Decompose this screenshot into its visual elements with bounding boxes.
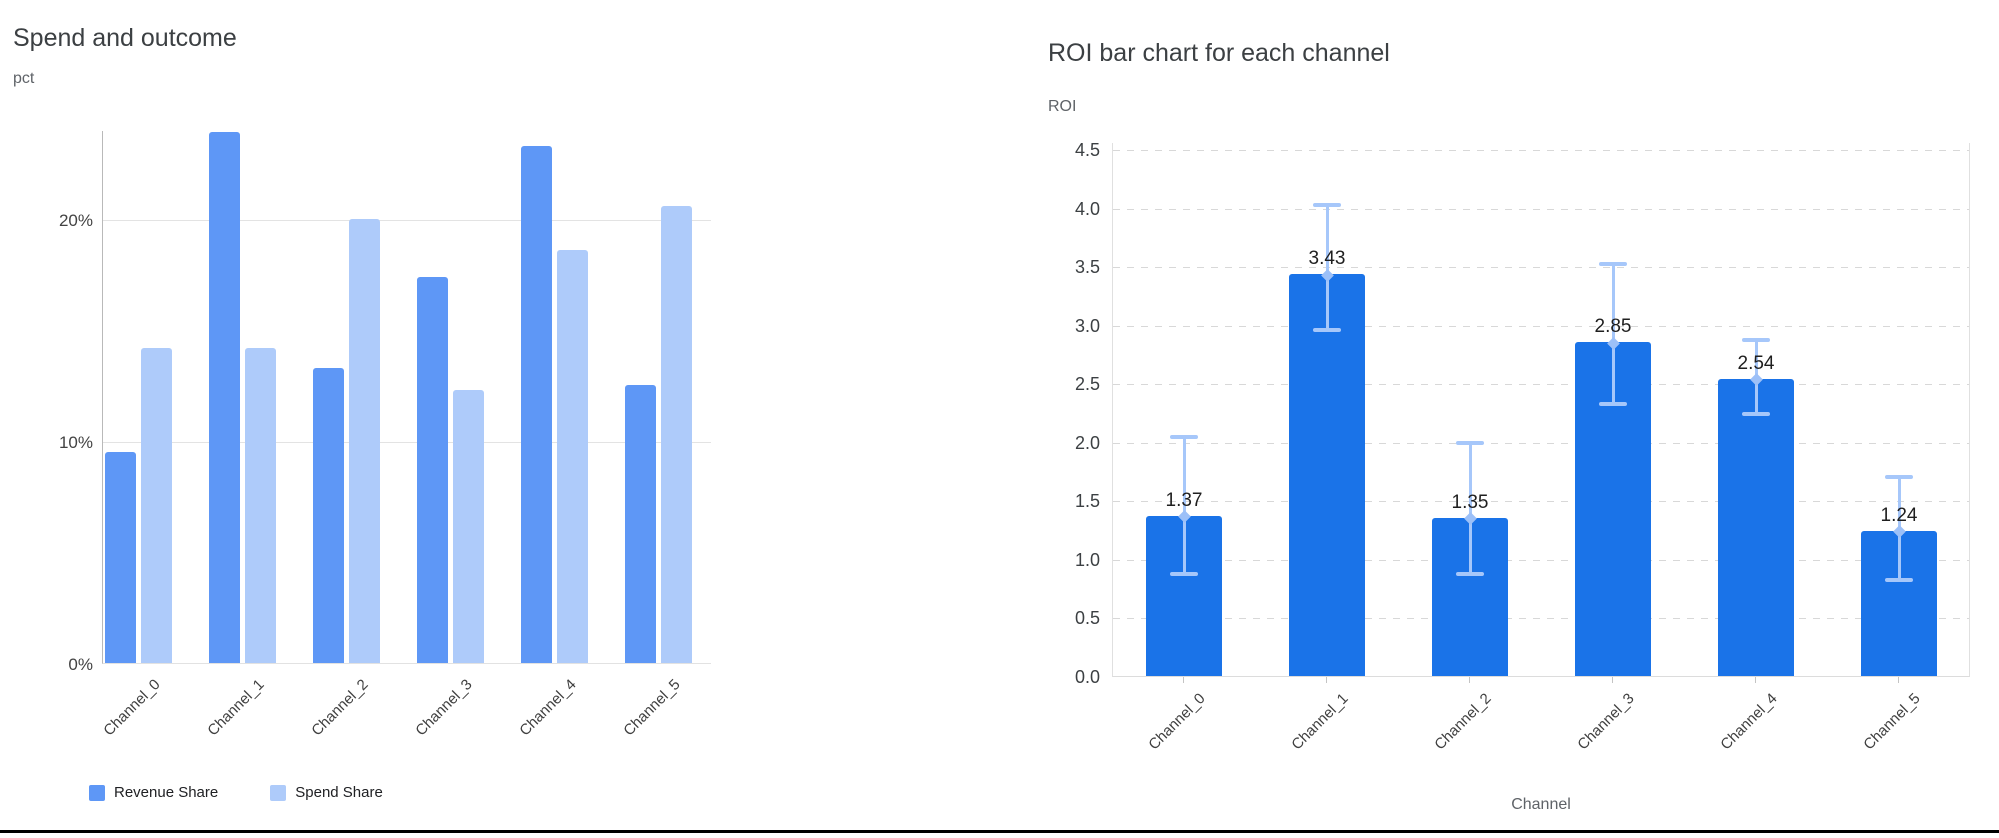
roi-bar-value-label-channel-0: 1.37	[1165, 489, 1203, 511]
left-chart-bar-spend-share-channel-1	[245, 347, 276, 663]
left-chart-gridline	[103, 219, 711, 221]
roi-error-bar-top-cap-channel-2	[1456, 440, 1484, 445]
roi-bar-value-label-channel-1: 3.43	[1308, 248, 1346, 270]
roi-error-bar-bottom-cap-channel-4	[1742, 411, 1770, 416]
roi-error-bar-top-cap-channel-4	[1742, 337, 1770, 342]
left-chart-bar-spend-share-channel-0	[141, 347, 172, 663]
roi-chart-x-tick-label: Channel_4	[1717, 690, 1782, 754]
roi-error-bar-top-cap-channel-0	[1170, 434, 1198, 439]
roi-chart-gridline	[1113, 618, 1969, 620]
roi-chart-gridline	[1113, 267, 1969, 269]
roi-bar-value-label-channel-4: 2.54	[1737, 352, 1775, 374]
roi-chart-x-tick	[1612, 677, 1613, 683]
left-chart-y-tick-label: 20%	[58, 211, 93, 230]
roi-error-bar-stem-channel-2	[1468, 442, 1472, 574]
roi-chart-x-tick	[1469, 677, 1470, 683]
roi-chart-y-tick-label: 4.0	[1074, 199, 1100, 219]
legend-item-spend-share: Spend Share	[270, 784, 383, 801]
roi-chart-gridline	[1113, 325, 1969, 327]
left-chart-bar-revenue-share-channel-5	[625, 385, 656, 663]
roi-chart-x-tick-label: Channel_1	[1288, 690, 1353, 754]
roi-chart-gridline	[1113, 501, 1969, 503]
left-chart-bar-revenue-share-channel-0	[105, 452, 136, 663]
roi-chart-x-tick-label: Channel_3	[1574, 690, 1639, 754]
roi-chart-gridline	[1113, 442, 1969, 444]
roi-chart-x-tick	[1183, 677, 1184, 683]
roi-chart-plot-area: 1.37 3.43 1.35 2.85 2.54 1.24	[1112, 143, 1970, 677]
left-chart-legend: Revenue Share Spend Share	[89, 784, 383, 801]
left-chart-bar-revenue-share-channel-2	[313, 367, 344, 663]
roi-chart-x-tick-label: Channel_2	[1431, 690, 1496, 754]
roi-error-bar-bottom-cap-channel-5	[1885, 577, 1913, 582]
roi-error-bar-bottom-cap-channel-2	[1456, 571, 1484, 576]
roi-error-bar-top-cap-channel-5	[1885, 474, 1913, 479]
roi-error-bar-stem-channel-1	[1325, 205, 1329, 331]
legend-item-label: Revenue Share	[114, 784, 219, 801]
roi-bar-value-label-channel-3: 2.85	[1594, 316, 1632, 338]
left-chart-x-tick-label: Channel_2	[308, 676, 372, 740]
roi-bar-channel-4	[1718, 378, 1794, 676]
legend-swatch-icon	[270, 784, 287, 801]
roi-chart-y-tick-label: 0.5	[1074, 608, 1100, 628]
roi-error-bar-stem-channel-3	[1611, 263, 1615, 405]
roi-error-bar-top-cap-channel-3	[1599, 261, 1627, 266]
roi-chart-y-tick-label: 3.5	[1074, 257, 1100, 277]
left-chart-y-tick-label: 10%	[58, 433, 93, 452]
bottom-divider-line	[0, 830, 1999, 833]
left-chart-y-axis-unit: pct	[13, 70, 35, 87]
roi-chart-gridline	[1113, 384, 1969, 386]
left-chart-x-tick-label: Channel_4	[516, 676, 580, 740]
roi-chart-y-tick-label: 4.5	[1074, 140, 1100, 160]
left-chart-bar-spend-share-channel-2	[349, 218, 380, 663]
roi-chart-gridline	[1113, 208, 1969, 210]
left-chart-bar-spend-share-channel-5	[661, 205, 692, 663]
left-chart-x-tick-label: Channel_1	[204, 676, 268, 740]
roi-chart-x-axis-title: Channel	[1511, 796, 1571, 813]
roi-chart-y-axis-unit: ROI	[1048, 98, 1077, 115]
roi-chart-y-tick-label: 1.0	[1074, 550, 1100, 570]
left-chart-gridline	[103, 441, 711, 443]
roi-chart-title: ROI bar chart for each channel	[1048, 39, 1390, 67]
roi-bar-value-label-channel-2: 1.35	[1451, 491, 1489, 513]
left-chart-y-tick-label: 0%	[68, 655, 93, 674]
left-chart-bar-spend-share-channel-3	[453, 389, 484, 663]
roi-bar-channel-1	[1289, 274, 1365, 676]
roi-error-bar-top-cap-channel-1	[1313, 203, 1341, 208]
left-chart-plot-area	[102, 131, 711, 664]
roi-chart-gridline	[1113, 559, 1969, 561]
left-chart-x-tick-label: Channel_0	[100, 676, 164, 740]
roi-chart-gridline	[1113, 150, 1969, 151]
legend-swatch-icon	[89, 784, 105, 801]
left-chart-bar-revenue-share-channel-3	[417, 276, 448, 663]
left-chart-x-tick-label: Channel_3	[412, 676, 476, 740]
roi-chart-x-tick	[1326, 677, 1327, 683]
legend-item-revenue-share: Revenue Share	[89, 784, 218, 801]
left-chart-bar-revenue-share-channel-1	[209, 132, 240, 663]
roi-chart-x-tick-label: Channel_5	[1860, 690, 1925, 754]
roi-error-bar-stem-channel-0	[1182, 436, 1186, 574]
left-chart-title: Spend and outcome	[13, 24, 237, 52]
legend-item-label: Spend Share	[295, 784, 383, 801]
roi-chart-x-tick-label: Channel_0	[1145, 690, 1210, 754]
roi-chart-y-tick-label: 2.0	[1074, 433, 1100, 453]
roi-chart-x-tick	[1898, 677, 1899, 683]
left-chart-bar-revenue-share-channel-4	[521, 145, 552, 663]
roi-chart-y-tick-label: 2.5	[1074, 374, 1100, 394]
roi-error-bar-bottom-cap-channel-3	[1599, 402, 1627, 407]
roi-chart-y-tick-label: 1.5	[1074, 491, 1100, 511]
left-chart-x-tick-label: Channel_5	[620, 676, 684, 740]
roi-chart-y-tick-label: 3.0	[1074, 316, 1100, 336]
roi-chart-x-tick	[1755, 677, 1756, 683]
roi-error-bar-bottom-cap-channel-0	[1170, 571, 1198, 576]
left-chart-bar-spend-share-channel-4	[557, 249, 588, 663]
roi-error-bar-bottom-cap-channel-1	[1313, 328, 1341, 333]
roi-chart-y-tick-label: 0.0	[1074, 667, 1100, 687]
roi-bar-value-label-channel-5: 1.24	[1880, 504, 1918, 526]
